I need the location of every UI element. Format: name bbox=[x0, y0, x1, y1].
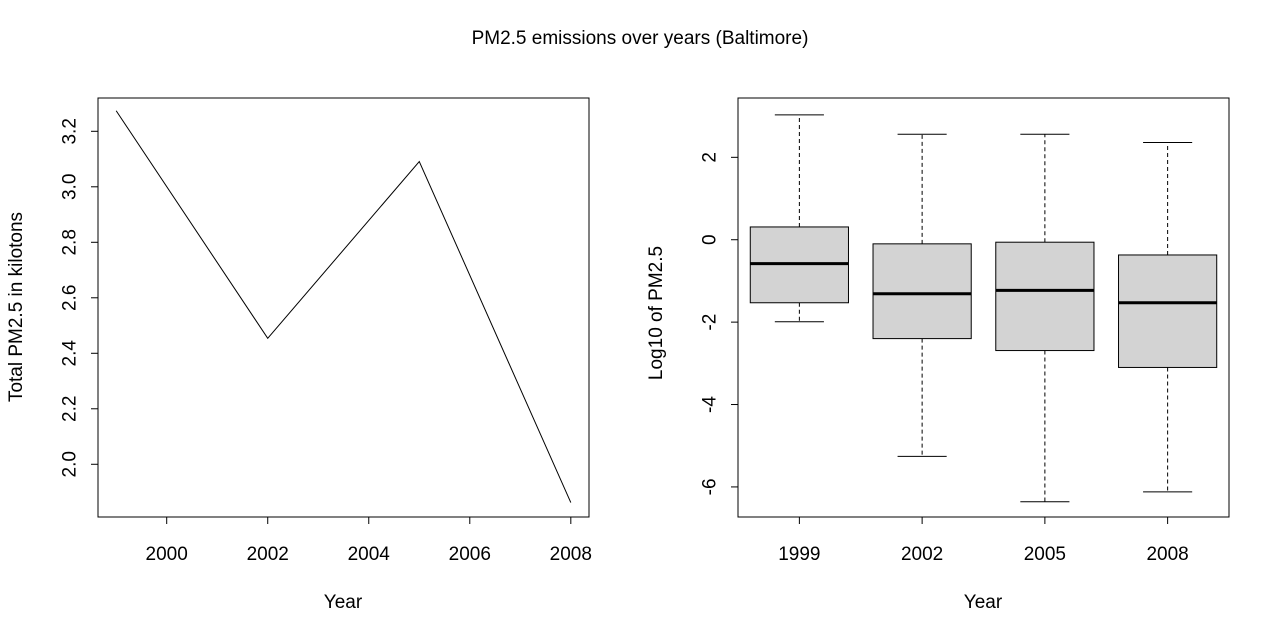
box-2005 bbox=[995, 133, 1095, 503]
emissions-line bbox=[115, 110, 572, 503]
boxplot-x-axis-label: Year bbox=[964, 592, 1003, 613]
x-tick-label: 1999 bbox=[778, 544, 820, 565]
line-series bbox=[115, 110, 572, 503]
box-iqr bbox=[872, 243, 972, 340]
box-iqr bbox=[1118, 254, 1218, 368]
x-tick-label: 2004 bbox=[348, 544, 391, 565]
x-tick-label: 2008 bbox=[550, 544, 592, 565]
y-tick-label: 2.2 bbox=[60, 396, 81, 422]
y-tick-label: -2 bbox=[700, 314, 721, 331]
boxplot-series bbox=[749, 114, 1218, 503]
line-x-axis: 2000 2002 2004 2006 2008 bbox=[146, 516, 592, 565]
figure-title: PM2.5 emissions over years (Baltimore) bbox=[472, 28, 809, 49]
x-tick-label: 2008 bbox=[1146, 544, 1188, 565]
line-plot-frame bbox=[97, 97, 590, 518]
y-tick-label: 2 bbox=[700, 152, 721, 163]
y-tick-label: 3.2 bbox=[60, 118, 81, 144]
y-tick-label: 0 bbox=[700, 234, 721, 245]
y-tick-label: 3.0 bbox=[60, 174, 81, 200]
x-tick-label: 2002 bbox=[901, 544, 943, 565]
boxplot-panel: 1999 2002 2005 2008 -6 -4 -2 0 2 Year Log10 of … bbox=[646, 97, 1230, 613]
y-tick-label: 2.6 bbox=[60, 285, 81, 311]
boxplot-y-axis: -6 -4 -2 0 2 bbox=[700, 152, 739, 495]
boxplot-x-axis: 1999 2002 2005 2008 bbox=[778, 516, 1189, 565]
box-iqr bbox=[995, 241, 1095, 352]
box-2008 bbox=[1118, 141, 1218, 493]
line-y-axis-label: Total PM2.5 in kilotons bbox=[6, 212, 27, 402]
x-tick-label: 2006 bbox=[449, 544, 491, 565]
y-tick-label: 2.4 bbox=[60, 340, 81, 367]
y-tick-label: 2.8 bbox=[60, 229, 81, 255]
y-tick-label: -4 bbox=[700, 396, 721, 413]
x-tick-label: 2005 bbox=[1024, 544, 1066, 565]
box-1999 bbox=[749, 114, 849, 323]
line-y-axis: 2.0 2.2 2.4 2.6 2.8 3.0 3.2 bbox=[60, 118, 99, 477]
x-tick-label: 2000 bbox=[146, 544, 188, 565]
line-chart-panel: 2000 2002 2004 2006 2008 2.0 2.2 2.4 2.6 2.8 3.0 3… bbox=[6, 97, 592, 613]
line-x-axis-label: Year bbox=[324, 592, 363, 613]
y-tick-label: -6 bbox=[700, 478, 721, 495]
y-tick-label: 2.0 bbox=[60, 451, 81, 477]
x-tick-label: 2002 bbox=[247, 544, 289, 565]
box-2002 bbox=[872, 133, 972, 457]
boxplot-y-axis-label: Log10 of PM2.5 bbox=[646, 246, 667, 380]
